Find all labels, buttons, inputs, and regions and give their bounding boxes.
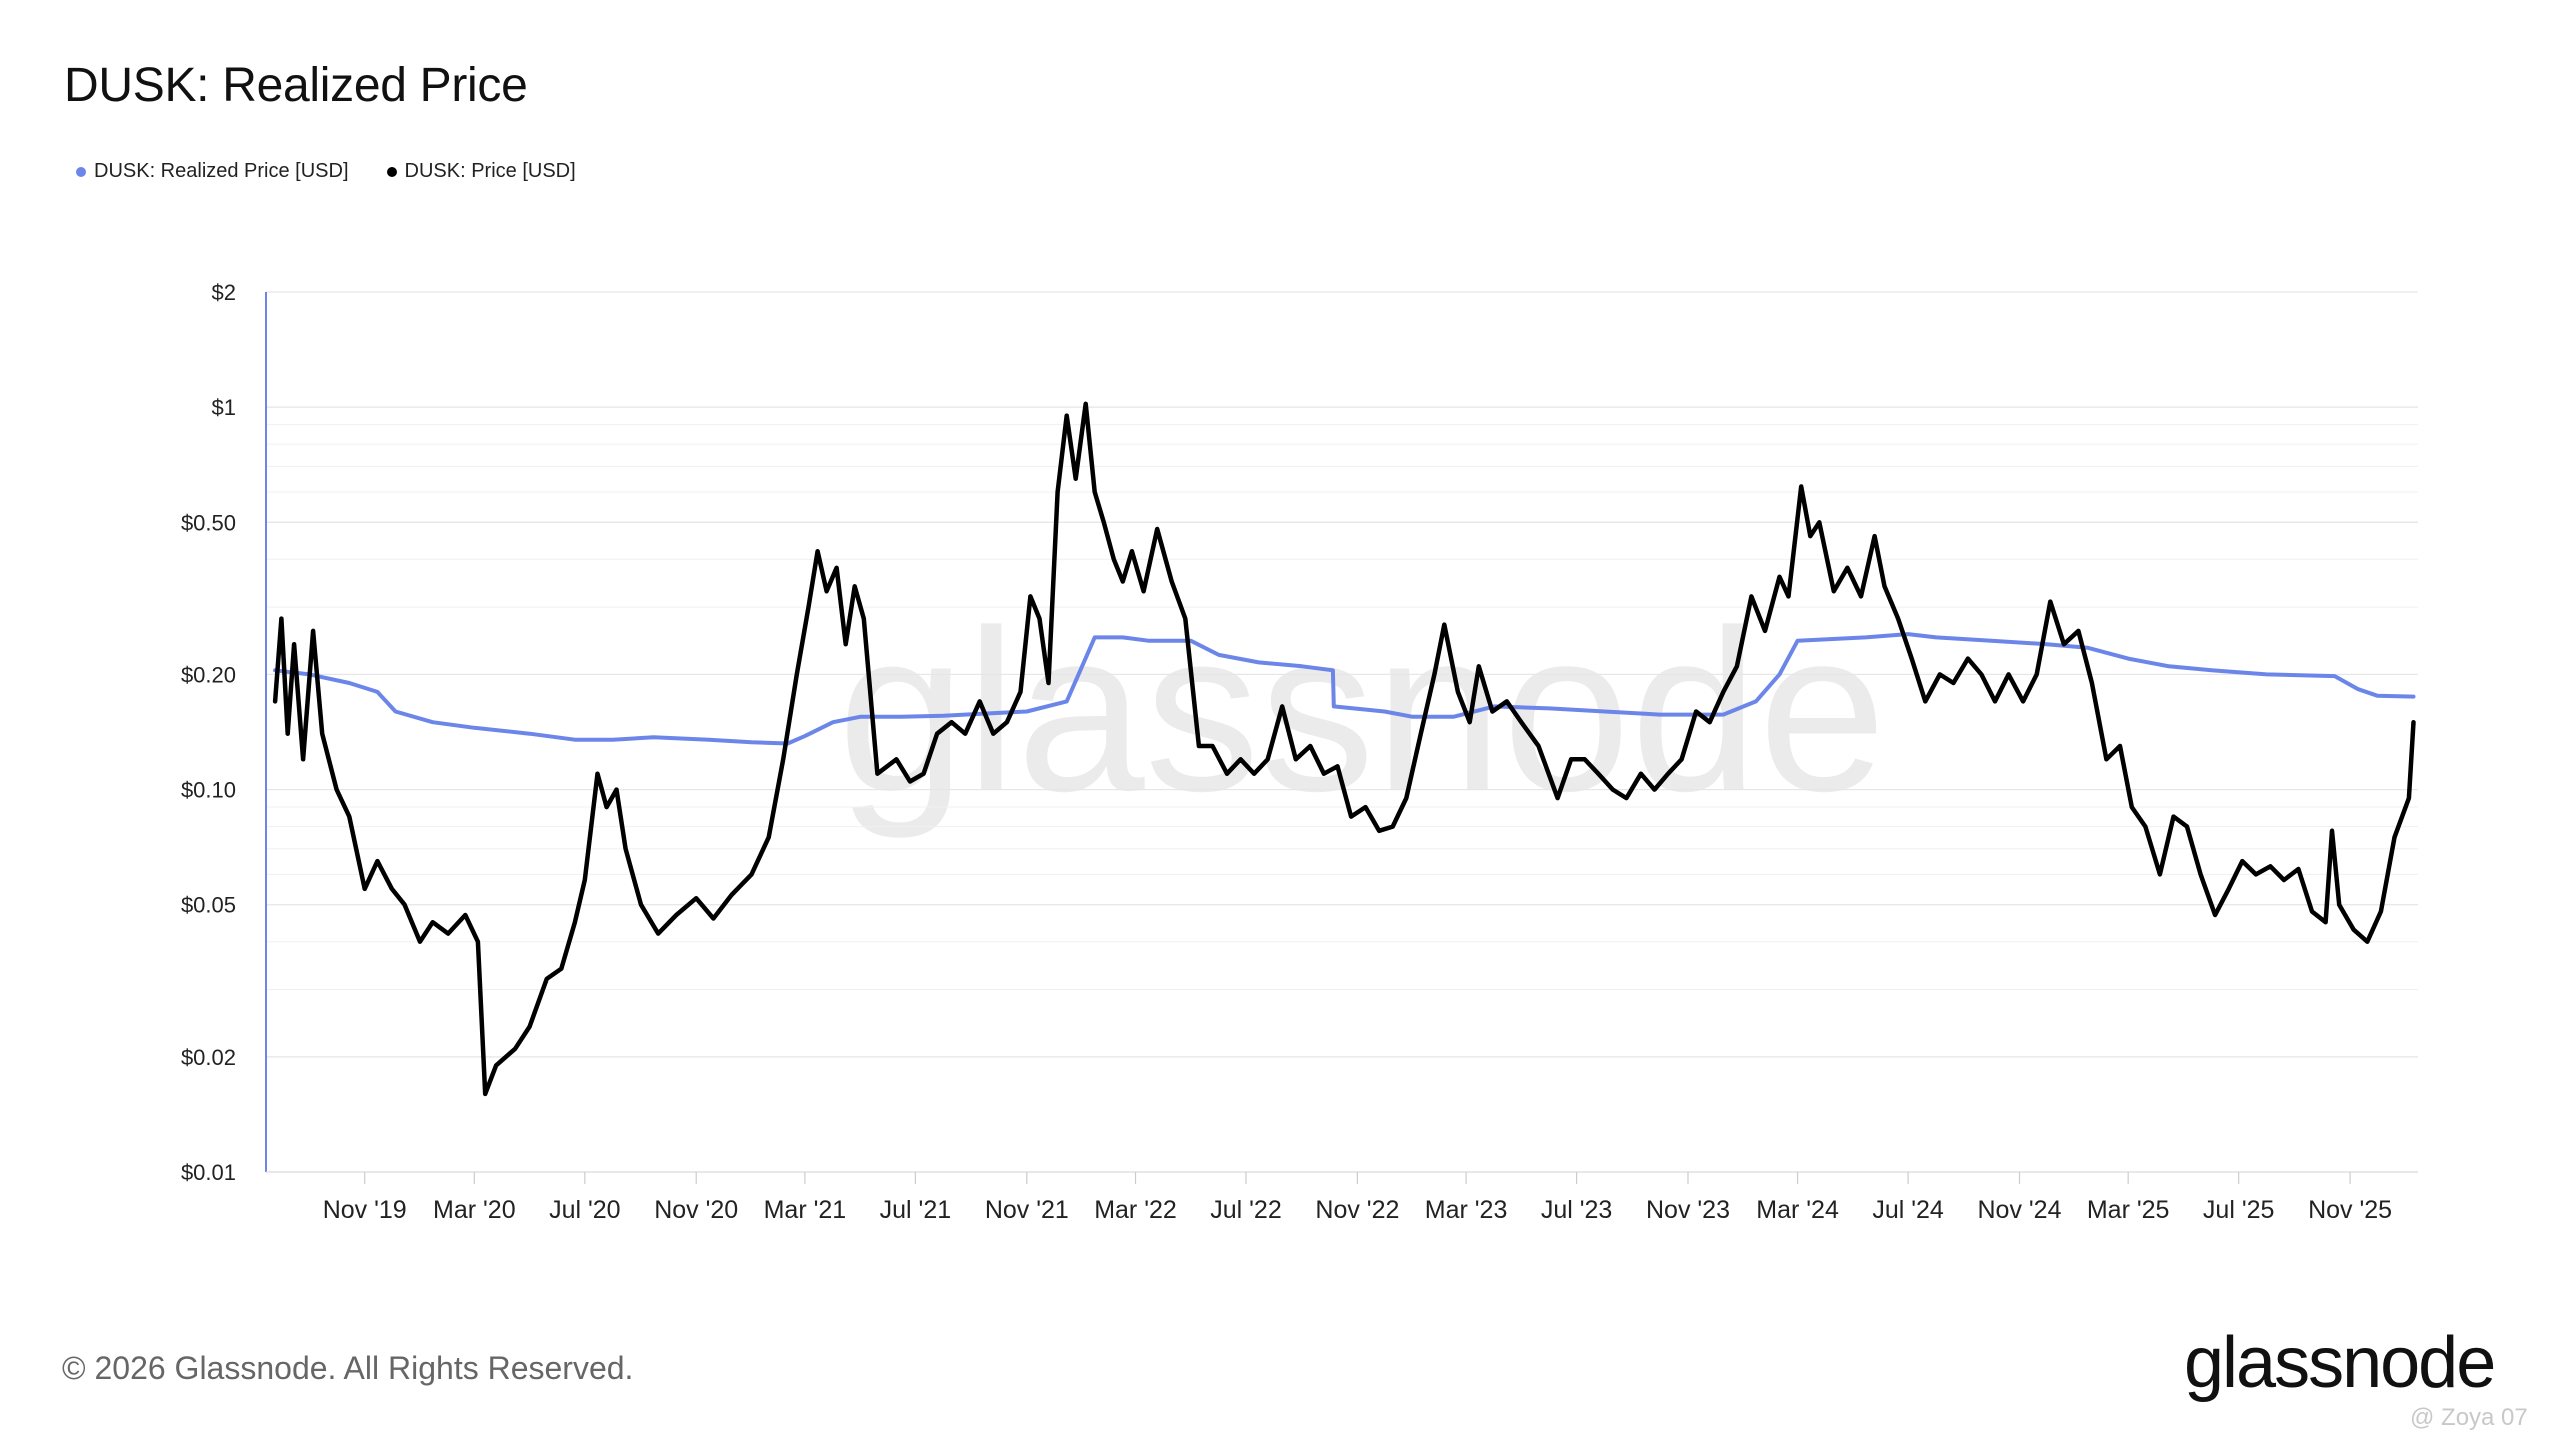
chart-title: DUSK: Realized Price: [64, 59, 528, 112]
x-tick-label: Nov '24: [1977, 1196, 2061, 1224]
x-tick-label: Nov '22: [1315, 1196, 1399, 1224]
glassnode-logo: glassnode: [2184, 1323, 2496, 1403]
chart-legend: DUSK: Realized Price [USD] DUSK: Price […: [76, 160, 576, 183]
x-tick-label: Jul '22: [1210, 1196, 1281, 1224]
x-tick-label: Mar '22: [1094, 1196, 1177, 1224]
y-tick-label: $1: [212, 395, 236, 420]
x-tick-label: Mar '25: [2087, 1196, 2170, 1224]
y-tick-label: $0.01: [181, 1160, 236, 1185]
y-tick-label: $0.20: [181, 662, 236, 687]
x-tick-label: Mar '20: [433, 1196, 516, 1224]
x-tick-label: Jul '23: [1541, 1196, 1612, 1224]
x-tick-label: Jul '24: [1872, 1196, 1944, 1224]
x-tick-label: Jul '25: [2203, 1196, 2274, 1224]
x-tick-label: Nov '25: [2308, 1196, 2392, 1224]
y-tick-label: $0.50: [181, 510, 236, 535]
x-tick-label: Nov '23: [1646, 1196, 1730, 1224]
copyright-text: © 2026 Glassnode. All Rights Reserved.: [62, 1350, 634, 1386]
legend-item-price[interactable]: DUSK: Price [USD]: [386, 160, 576, 183]
x-tick-label: Nov '20: [654, 1196, 738, 1224]
x-tick-label: Mar '23: [1425, 1196, 1508, 1224]
y-tick-label: $0.05: [181, 893, 236, 918]
user-watermark: @ Zoya 07: [2410, 1404, 2528, 1432]
axes: $2 $1 $0.50 $0.20 $0.10 $0.05 $0.02 $0.01 Nov '1…: [181, 280, 2418, 1224]
x-tick-label: Mar '24: [1756, 1196, 1839, 1224]
legend-dot-realized-price: [76, 166, 86, 177]
x-tick-label: Mar '21: [764, 1196, 847, 1224]
series-line-price: [272, 401, 2416, 1097]
legend-label-realized-price: DUSK: Realized Price [USD]: [94, 160, 349, 182]
legend-label-price: DUSK: Price [USD]: [404, 160, 576, 182]
legend-item-realized-price[interactable]: DUSK: Realized Price [USD]: [76, 160, 349, 183]
x-tick-label: Nov '19: [323, 1196, 407, 1224]
series-lines: [272, 401, 2416, 1097]
legend-dot-price: [386, 166, 397, 177]
y-tick-label: $2: [212, 280, 236, 305]
y-tick-label: $0.02: [181, 1045, 236, 1070]
series-line-realized-price: [273, 632, 2416, 746]
x-tick-label: Jul '20: [549, 1196, 620, 1224]
x-tick-label: Nov '21: [985, 1196, 1069, 1224]
x-tick-label: Jul '21: [880, 1196, 951, 1224]
y-tick-label: $0.10: [181, 778, 236, 803]
user-watermark-text: @ Zoya 07: [2410, 1404, 2528, 1431]
